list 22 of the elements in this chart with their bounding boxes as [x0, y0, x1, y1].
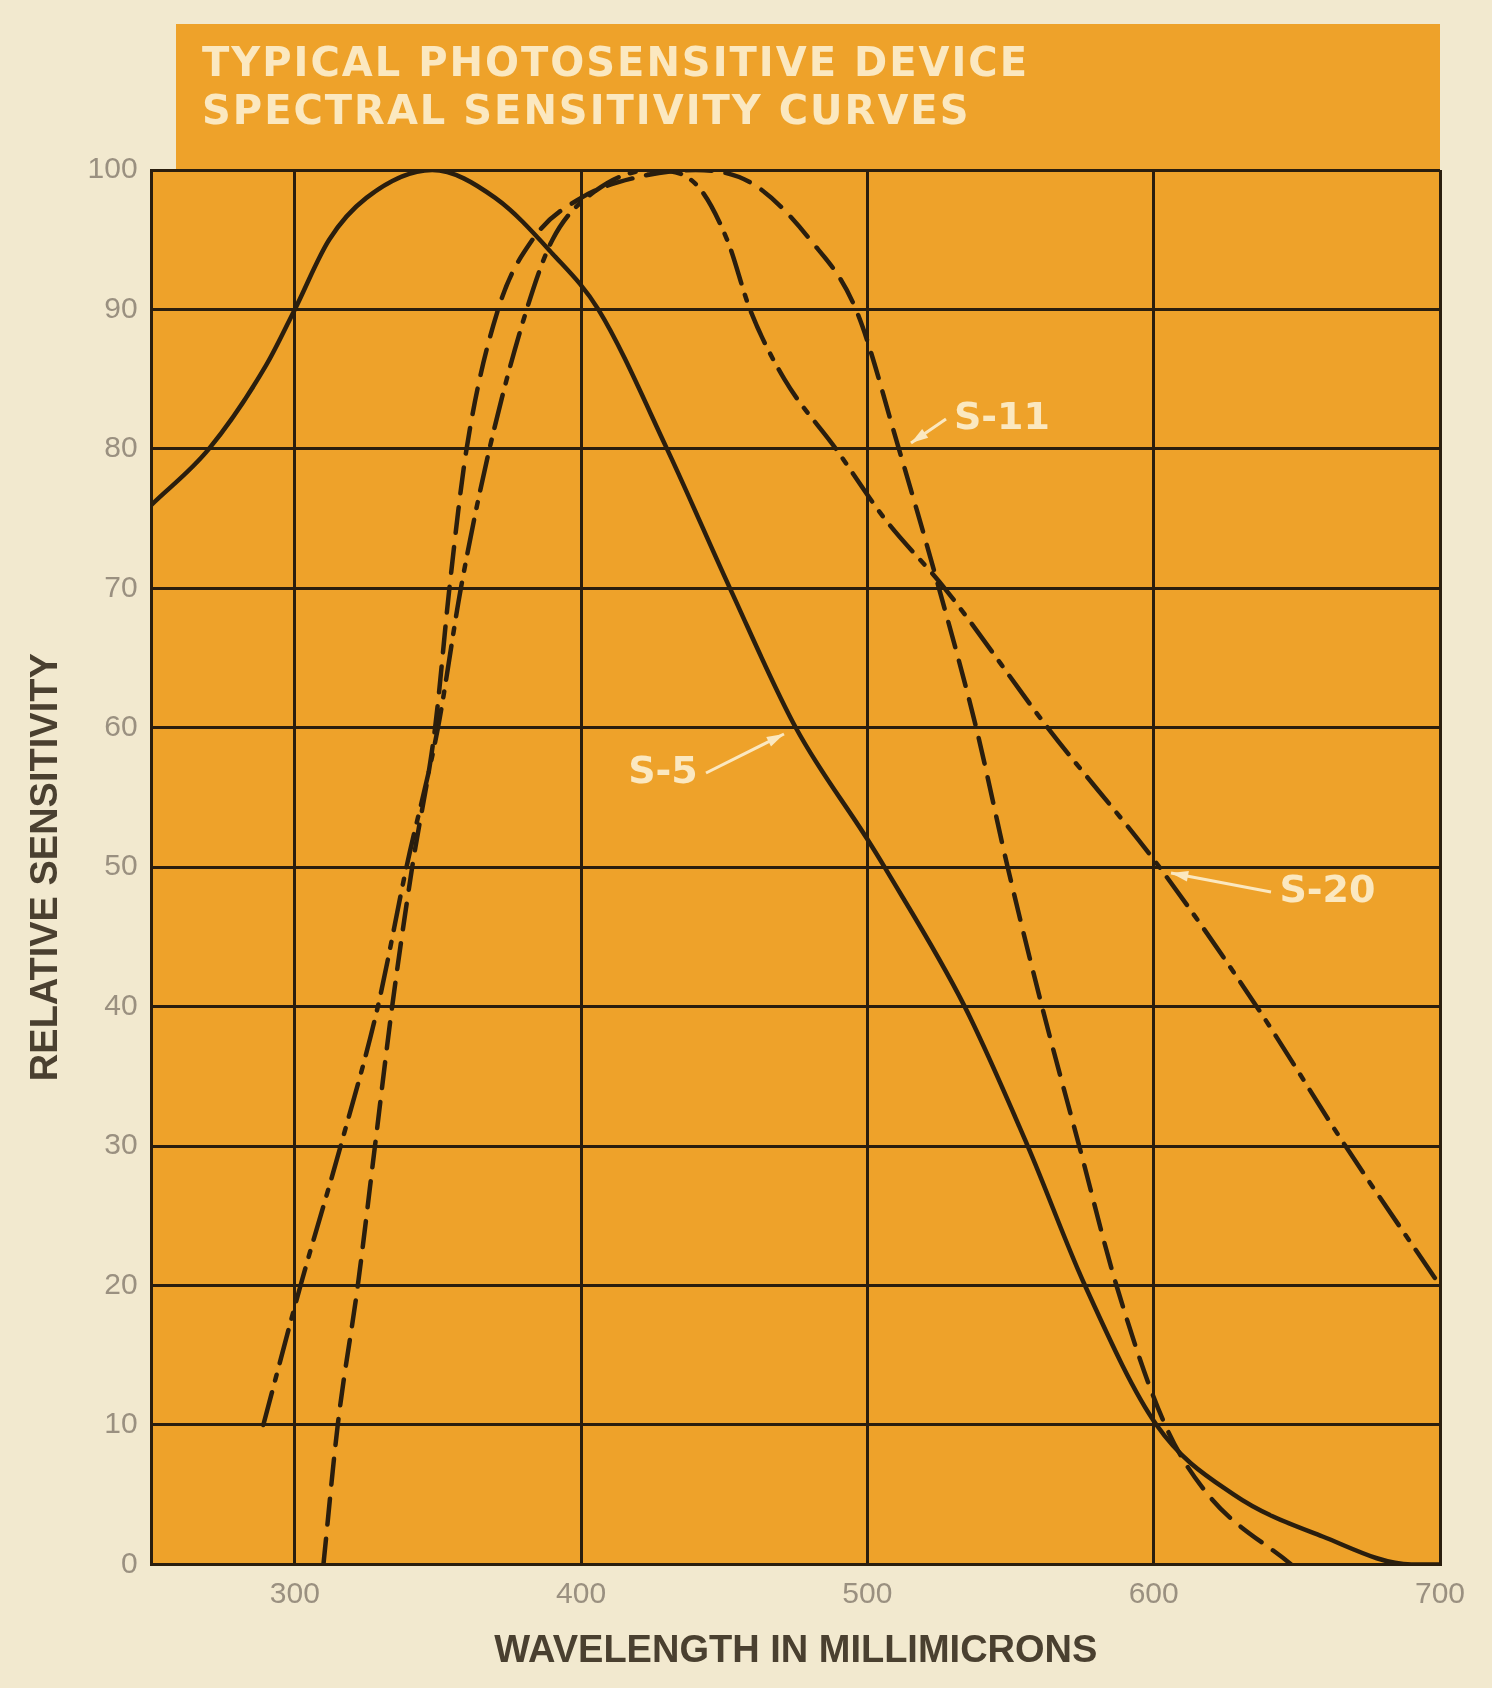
- y-tick-label: 40: [104, 987, 138, 1021]
- y-tick-label: 90: [104, 290, 138, 324]
- y-tick-label: 60: [104, 709, 138, 743]
- x-tick-label: 300: [269, 1575, 320, 1609]
- x-tick-label: 600: [1128, 1575, 1179, 1609]
- x-tick-label: 500: [842, 1575, 893, 1609]
- y-tick-label: 30: [104, 1127, 138, 1161]
- y-tick-label: 100: [87, 151, 138, 185]
- text: S-5: [628, 747, 698, 792]
- y-tick-label: 70: [104, 569, 138, 603]
- y-tick-label: 50: [104, 848, 138, 882]
- y-tick-label: 20: [104, 1266, 138, 1300]
- series-label: S-20: [1279, 867, 1376, 912]
- y-tick-label: 80: [104, 430, 138, 464]
- y-tick-label: 10: [104, 1406, 138, 1440]
- chart-title: TYPICAL PHOTOSENSITIVE DEVICE SPECTRAL SENSITIVITY CURVES: [202, 38, 1030, 134]
- y-tick-label: 0: [120, 1545, 138, 1579]
- x-tick-label: 700: [1414, 1575, 1466, 1609]
- y-axis-title: RELATIVE SENSITIVITY: [23, 653, 66, 1082]
- x-tick-label: 400: [556, 1575, 607, 1609]
- x-axis-title: WAVELENGTH IN MILLIMICRONS: [494, 1627, 1098, 1670]
- series-label: S-11: [953, 393, 1050, 438]
